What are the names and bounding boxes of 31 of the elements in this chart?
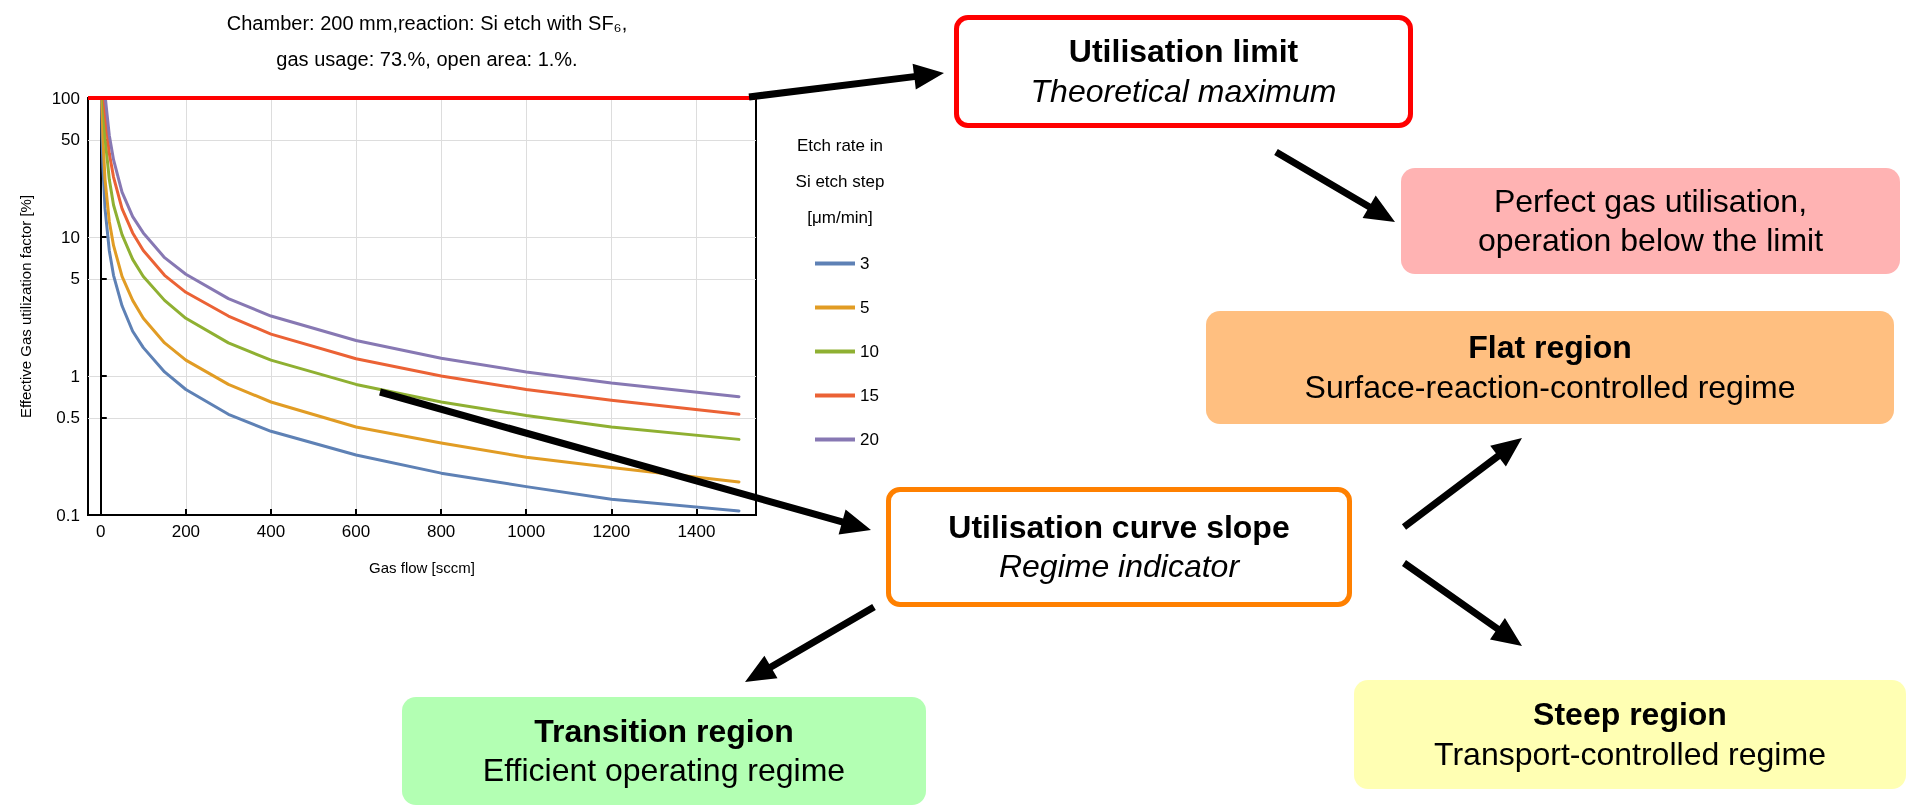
y-tick-label: 10 — [61, 227, 80, 247]
x-axis-title: Gas flow [sccm] — [369, 559, 475, 576]
y-tick-label: 1 — [70, 366, 80, 386]
y-tick-label: 5 — [70, 269, 80, 289]
text: Utilisation limit Theoretical maximum — [1030, 32, 1337, 111]
text: Utilisation curve slope Regime indicator — [948, 507, 1290, 586]
y-tick-label: 50 — [61, 130, 80, 150]
x-tick-label: 800 — [426, 522, 456, 541]
y-axis-title: Effective Gas utilization factor [%] — [17, 194, 34, 419]
text: Transition region Efficient operating regime — [482, 711, 846, 790]
legend-label: 5 — [860, 298, 870, 317]
chart-subtitle: gas usage: 73.%, open area: 1.%. — [276, 48, 578, 70]
text: Steep region Transport-controlled regime — [1434, 695, 1826, 774]
x-tick-label: 200 — [171, 522, 201, 541]
text: Flat region Surface-reaction-controlled regime — [1304, 328, 1796, 407]
y-tick-label: 0.1 — [56, 505, 80, 525]
y-tick-label: 0.5 — [56, 408, 80, 428]
legend-label: 20 — [860, 430, 879, 449]
x-tick-label: 1400 — [677, 522, 716, 541]
y-tick-label: 100 — [51, 88, 80, 108]
legend-label: 15 — [860, 386, 879, 405]
chart-title: Chamber: 200 mm,reaction: Si etch with SF₆, — [226, 12, 628, 34]
legend-title: Etch rate in Si etch step [μm/min] — [794, 135, 886, 229]
x-tick-label: 400 — [256, 522, 286, 541]
x-tick-label: 0 — [96, 522, 106, 541]
x-tick-label: 1200 — [592, 522, 631, 541]
legend-label: 10 — [860, 342, 879, 361]
x-tick-label: 600 — [341, 522, 371, 541]
legend-label: 3 — [860, 254, 870, 273]
x-tick-label: 1000 — [507, 522, 546, 541]
text: Perfect gas utilisation, operation below the limit — [1477, 181, 1824, 260]
